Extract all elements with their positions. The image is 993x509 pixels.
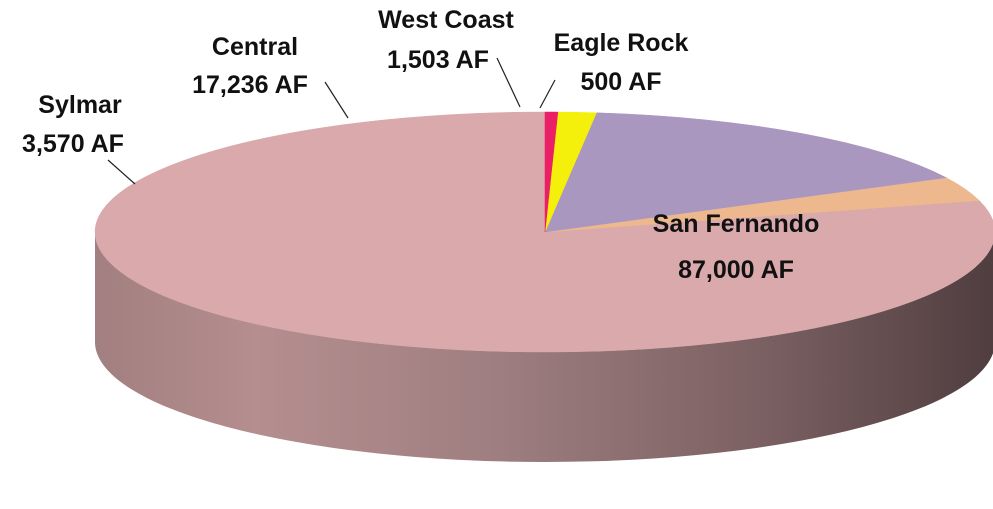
slice-value-label-central: 17,236 AF [192,71,308,99]
slice-value-label-san-fernando: 87,000 AF [678,256,794,284]
slice-value-label-eagle-rock: 500 AF [580,68,661,96]
leader-line-sylmar [107,159,136,185]
leader-line-west-coast [496,57,521,108]
pie-slice-san-fernando [94,111,993,353]
leader-line-central [324,81,349,119]
pie-slice-central [544,112,948,233]
slice-name-label-west-coast: West Coast [378,6,514,34]
slice-name-label-san-fernando: San Fernando [653,210,820,238]
slice-value-label-sylmar: 3,570 AF [22,130,124,158]
slice-value-label-west-coast: 1,503 AF [387,46,489,74]
slice-name-label-eagle-rock: Eagle Rock [554,29,689,57]
slice-name-label-central: Central [212,33,298,61]
pie-slice-eagle-rock [544,111,559,233]
slice-name-label-sylmar: Sylmar [38,91,122,119]
leader-line-eagle-rock [539,79,556,109]
pie-side-wall [95,232,993,462]
